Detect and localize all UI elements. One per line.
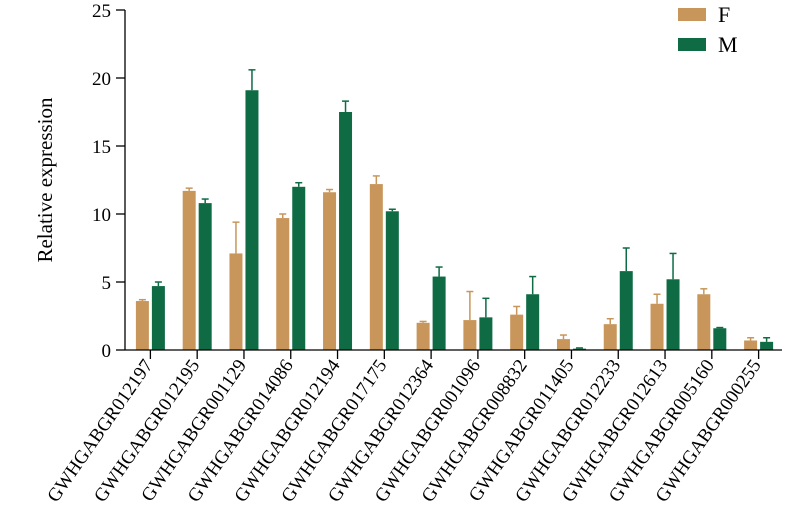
bar-f-gwhgabgr011405 — [556, 339, 570, 350]
bar-m-gwhgabgr012364 — [432, 276, 446, 350]
bar-f-gwhgabgr012197 — [135, 301, 149, 350]
bar-f-gwhgabgr012194 — [323, 192, 337, 350]
y-tick-label: 10 — [92, 205, 111, 226]
bar-m-gwhgabgr008832 — [526, 294, 540, 350]
bar-f-gwhgabgr001129 — [229, 253, 243, 350]
bar-m-gwhgabgr012613 — [666, 279, 680, 350]
bar-m-gwhgabgr000255 — [760, 341, 774, 350]
bar-f-gwhgabgr005160 — [697, 294, 711, 350]
bar-f-gwhgabgr008832 — [510, 314, 524, 350]
bar-f-gwhgabgr001096 — [463, 320, 477, 350]
bar-m-gwhgabgr017175 — [385, 211, 399, 350]
bar-f-gwhgabgr012195 — [182, 190, 196, 350]
bar-m-gwhgabgr001096 — [479, 317, 493, 350]
bar-m-gwhgabgr014086 — [292, 186, 306, 350]
y-tick-label: 5 — [102, 273, 112, 294]
y-tick-label: 15 — [92, 137, 111, 158]
bar-m-gwhgabgr012233 — [619, 271, 633, 350]
legend-swatch-f — [678, 8, 706, 21]
x-axis-ticks: GWHGABGR012197GWHGABGR012195GWHGABGR0011… — [43, 350, 766, 506]
bar-f-gwhgabgr014086 — [276, 218, 290, 350]
y-tick-label: 25 — [92, 1, 111, 22]
legend-label-m: M — [718, 32, 738, 57]
legend-label-f: F — [718, 2, 730, 27]
y-axis-label: Relative expression — [33, 97, 57, 263]
bar-m-gwhgabgr011405 — [572, 348, 586, 350]
bar-f-gwhgabgr000255 — [744, 340, 758, 350]
bar-m-gwhgabgr005160 — [713, 328, 727, 350]
bars-layer — [135, 90, 774, 351]
y-axis-ticks: 0 5 10 15 20 25 — [92, 1, 125, 362]
error-bars-layer — [138, 69, 771, 349]
bar-m-gwhgabgr012197 — [151, 286, 165, 350]
bar-f-gwhgabgr012364 — [416, 322, 430, 350]
bar-f-gwhgabgr017175 — [369, 184, 383, 350]
bar-f-gwhgabgr012613 — [650, 303, 664, 350]
y-tick-label: 20 — [92, 69, 111, 90]
y-tick-label: 0 — [102, 341, 112, 362]
legend: FM — [678, 2, 738, 57]
bar-m-gwhgabgr001129 — [245, 90, 259, 351]
bar-m-gwhgabgr012195 — [198, 203, 212, 350]
bar-f-gwhgabgr012233 — [603, 324, 617, 350]
bar-m-gwhgabgr012194 — [339, 112, 353, 350]
legend-swatch-m — [678, 38, 706, 51]
